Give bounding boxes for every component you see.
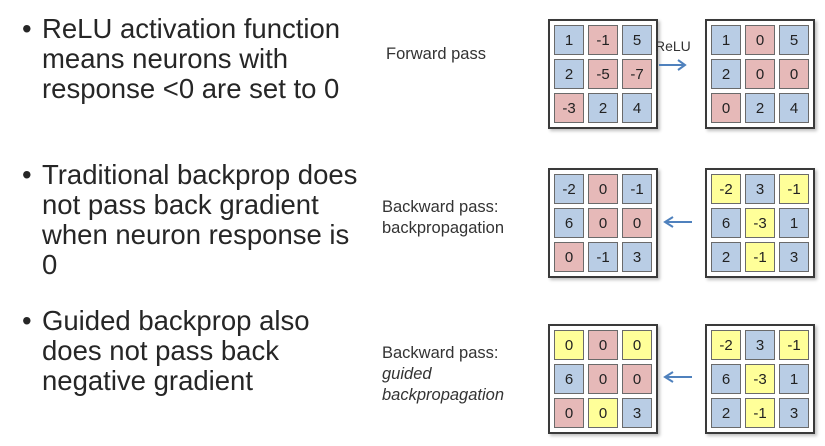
grid-cell: 6 [554,364,584,394]
grid-cell: 0 [554,242,584,272]
grid-cell: 2 [588,93,618,123]
label-line: Forward pass [386,45,486,63]
grid-cell: 2 [745,93,775,123]
label-line: guided [382,365,432,383]
grid-cell: 3 [622,398,652,428]
grid-cell: 0 [622,364,652,394]
grid-cell: -1 [588,25,618,55]
grid-cell: 2 [711,59,741,89]
grid-cell: 0 [588,208,618,238]
left-arrow-icon [663,216,692,228]
forward-input-grid: 1 -1 5 2 -5 -7 -3 2 4 [548,19,658,129]
backprop-input-gradient-grid: -2 3 -1 6 -3 1 2 -1 3 [705,168,815,278]
grid-cell: -1 [745,398,775,428]
bullet-relu: • ReLU activation function means neurons… [22,14,362,104]
grid-cell: -1 [779,174,809,204]
grid-cell: 1 [711,25,741,55]
grid-cell: -1 [779,330,809,360]
grid-cell: 5 [622,25,652,55]
grid-cell: 0 [745,25,775,55]
relu-arrow-label: ReLU [655,38,691,54]
bullet-traditional-backprop: • Traditional backprop does not pass bac… [22,160,362,280]
grid-cell: 0 [622,330,652,360]
grid-cell: 0 [554,398,584,428]
grid-cell: -3 [745,208,775,238]
grid-cell: -1 [588,242,618,272]
grid-cell: 4 [779,93,809,123]
grid-cell: -5 [588,59,618,89]
grid-cell: 3 [622,242,652,272]
grid-cell: 6 [711,364,741,394]
bullet-text: ReLU activation function means neurons w… [42,13,341,104]
right-arrow-icon [659,59,687,71]
label-line: Backward pass: [382,198,499,216]
grid-cell: 0 [779,59,809,89]
grid-cell: -2 [554,174,584,204]
bullet-text: Guided backprop also does not pass back … [42,305,310,396]
grid-cell: 6 [554,208,584,238]
label-guided-backward-pass: Backward pass: guided backpropagation [382,343,504,406]
grid-cell: 3 [779,242,809,272]
grid-cell: 3 [745,330,775,360]
grid-cell: 0 [622,208,652,238]
bullet-marker: • [22,305,32,336]
bullet-marker: • [22,13,32,44]
grid-cell: -2 [711,330,741,360]
label-line: backpropagation [382,219,505,237]
grid-cell: 1 [779,208,809,238]
label-backward-pass: Backward pass: backpropagation [382,197,504,239]
grid-cell: 2 [711,398,741,428]
grid-cell: 0 [588,330,618,360]
bullet-text: Traditional backprop does not pass back … [42,159,358,280]
guided-backprop-input-gradient-grid: -2 3 -1 6 -3 1 2 -1 3 [705,324,815,434]
grid-cell: 0 [554,330,584,360]
grid-cell: 0 [711,93,741,123]
grid-cell: 5 [779,25,809,55]
grid-cell: -1 [622,174,652,204]
grid-cell: -1 [745,242,775,272]
label-forward-pass: Forward pass [386,44,486,65]
grid-cell: 1 [554,25,584,55]
label-line: Backward pass: [382,344,499,362]
grid-cell: 0 [588,174,618,204]
grid-cell: 0 [588,364,618,394]
grid-cell: -7 [622,59,652,89]
grid-cell: -3 [745,364,775,394]
bullet-guided-backprop: • Guided backprop also does not pass bac… [22,306,362,396]
grid-cell: 3 [745,174,775,204]
grid-cell: 4 [622,93,652,123]
bullet-marker: • [22,159,32,190]
grid-cell: 2 [554,59,584,89]
grid-cell: 6 [711,208,741,238]
left-arrow-icon [663,371,692,383]
grid-cell: 0 [745,59,775,89]
grid-cell: 0 [588,398,618,428]
grid-cell: 1 [779,364,809,394]
backprop-output-grid: -2 0 -1 6 0 0 0 -1 3 [548,168,658,278]
grid-cell: 3 [779,398,809,428]
grid-cell: -3 [554,93,584,123]
label-line: backpropagation [382,386,505,404]
grid-cell: 2 [711,242,741,272]
grid-cell: -2 [711,174,741,204]
